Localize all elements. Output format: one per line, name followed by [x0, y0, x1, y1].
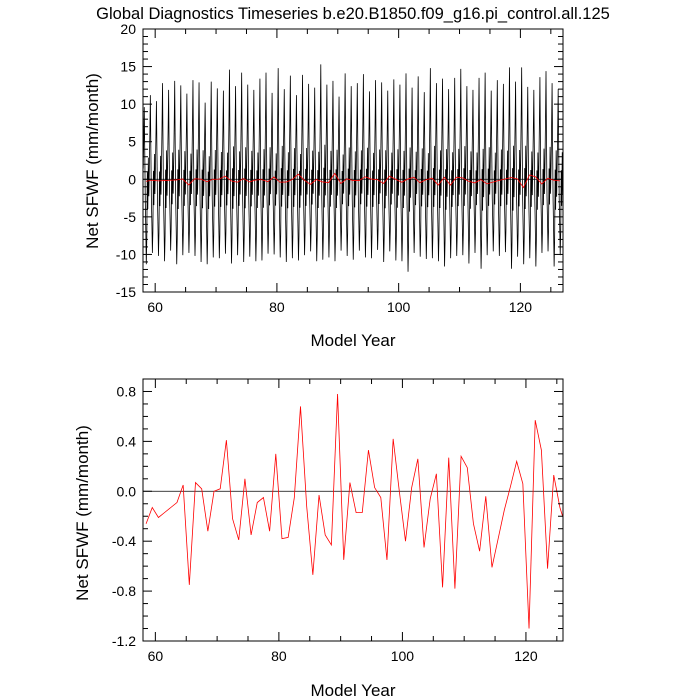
bottom-y-tick-label: 0.4 [117, 433, 137, 449]
figure-title: Global Diagnostics Timeseries b.e20.B185… [96, 5, 610, 23]
top-y-tick-label: 20 [120, 21, 136, 37]
top-annual-series [145, 172, 561, 189]
top-monthly-line [142, 64, 564, 272]
bottom-y-tick-label: -0.4 [112, 533, 136, 549]
top-plot-frame [142, 28, 564, 293]
top-y-tick-label: -5 [124, 209, 137, 225]
bottom-x-tick-label: 80 [271, 648, 287, 664]
top-x-tick-label: 80 [269, 299, 285, 315]
bottom-x-tick-labels: 60 80 100 120 [148, 648, 538, 664]
top-x-tick-label: 100 [387, 299, 411, 315]
top-y-tick-label: -15 [116, 284, 136, 300]
top-y-tick-label: 0 [128, 171, 136, 187]
bottom-y-tick-label: -0.8 [112, 583, 136, 599]
top-y-tick-label: 15 [120, 59, 136, 75]
bottom-annual-series [145, 393, 564, 629]
bottom-y-axis-label: Net SFWF (mm/month) [73, 425, 92, 601]
top-x-tick-label: 120 [509, 299, 533, 315]
bottom-x-axis-label: Model Year [310, 681, 395, 700]
top-panel: 60 80 100 120 -15 -10 -5 0 5 10 15 20 Mo… [83, 21, 564, 350]
top-monthly-series [142, 64, 564, 272]
top-y-tick-label: 10 [120, 96, 136, 112]
bottom-panel: 60 80 100 120 -1.2 -0.8 -0.4 0.0 0.4 0.8… [73, 378, 564, 700]
top-y-tick-labels: -15 -10 -5 0 5 10 15 20 [116, 21, 136, 300]
top-y-tick-label: -10 [116, 246, 136, 262]
bottom-annual-line [145, 393, 564, 629]
bottom-y-tick-label: 0.8 [117, 383, 137, 399]
top-x-tick-label: 60 [147, 299, 163, 315]
bottom-plot-frame [142, 378, 564, 642]
bottom-y-tick-labels: -1.2 -0.8 -0.4 0.0 0.4 0.8 [112, 383, 136, 649]
bottom-x-tick-label: 100 [391, 648, 415, 664]
top-x-tick-labels: 60 80 100 120 [147, 299, 532, 315]
bottom-y-tick-label: -1.2 [112, 633, 136, 649]
top-y-tick-label: 5 [128, 134, 136, 150]
top-y-axis-label: Net SFWF (mm/month) [83, 73, 102, 249]
bottom-x-tick-label: 120 [514, 648, 538, 664]
bottom-y-tick-label: 0.0 [117, 483, 137, 499]
bottom-axis-ticks [143, 378, 563, 642]
top-x-axis-label: Model Year [310, 331, 395, 350]
top-axis-ticks [143, 28, 563, 293]
bottom-x-tick-label: 60 [148, 648, 164, 664]
